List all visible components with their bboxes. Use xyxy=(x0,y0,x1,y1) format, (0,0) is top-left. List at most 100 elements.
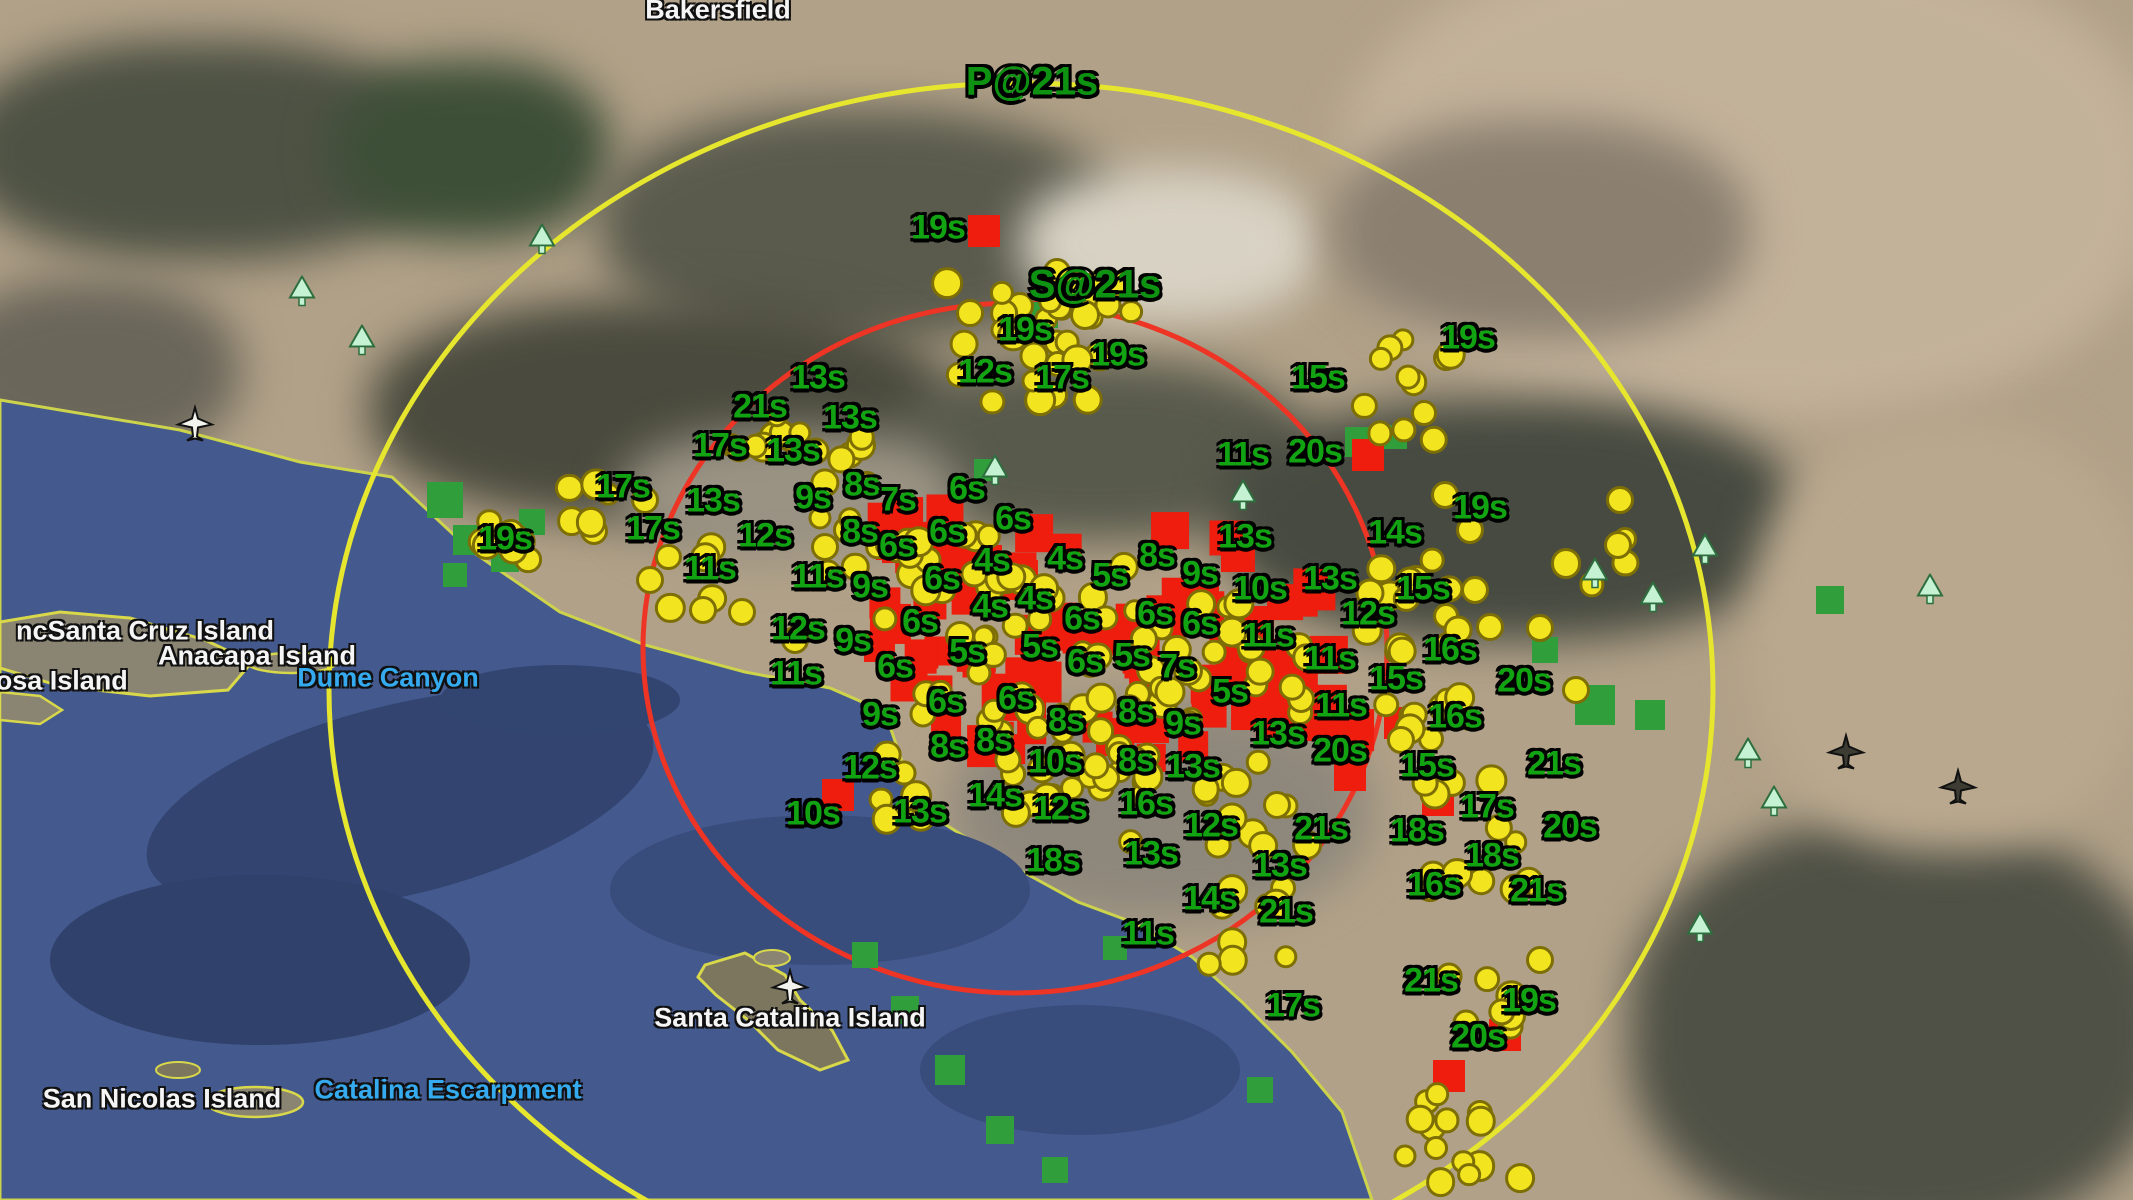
station-dot[interactable] xyxy=(902,525,935,558)
station-dot[interactable] xyxy=(811,532,840,561)
alert-station-square[interactable] xyxy=(864,632,895,663)
station-dot[interactable] xyxy=(1028,573,1059,603)
park-square[interactable] xyxy=(1247,1077,1273,1103)
station-dot[interactable] xyxy=(1085,682,1117,714)
place-label[interactable]: Bakersfield xyxy=(645,0,791,25)
station-dot[interactable] xyxy=(1246,749,1271,775)
station-dot[interactable] xyxy=(472,531,501,560)
park-square[interactable] xyxy=(852,942,878,968)
station-dot[interactable] xyxy=(1108,551,1139,583)
station-dot[interactable] xyxy=(1119,299,1143,324)
station-dot[interactable] xyxy=(1176,710,1201,735)
station-dot[interactable] xyxy=(1291,829,1322,860)
place-label[interactable]: Rosa Island xyxy=(0,665,128,696)
alert-station-square[interactable] xyxy=(1255,712,1290,747)
station-dot[interactable] xyxy=(854,471,879,496)
station-dot[interactable] xyxy=(1104,270,1133,299)
station-dot[interactable] xyxy=(1411,769,1439,797)
station-dot[interactable] xyxy=(945,361,973,388)
park-square[interactable] xyxy=(1816,586,1844,614)
park-square[interactable] xyxy=(427,482,463,518)
place-label[interactable]: Dume Canyon xyxy=(297,662,479,693)
station-dot[interactable] xyxy=(815,559,842,587)
station-dot[interactable] xyxy=(1355,578,1385,608)
station-dot[interactable] xyxy=(1475,764,1508,797)
station-dot[interactable] xyxy=(997,320,1030,352)
station-dot[interactable] xyxy=(980,641,1007,668)
alert-station-square[interactable] xyxy=(1050,533,1082,565)
station-dot[interactable] xyxy=(743,433,769,459)
station-dot[interactable] xyxy=(1172,656,1203,687)
alert-station-square[interactable] xyxy=(1178,731,1209,762)
station-dot[interactable] xyxy=(873,740,902,770)
station-dot[interactable] xyxy=(1387,636,1417,666)
station-dot[interactable] xyxy=(996,561,1027,592)
station-dot[interactable] xyxy=(989,280,1015,306)
place-label[interactable]: San Nicolas Island xyxy=(42,1083,282,1114)
station-dot[interactable] xyxy=(981,698,1007,724)
park-square[interactable] xyxy=(986,1116,1014,1144)
station-dot[interactable] xyxy=(1435,339,1466,371)
station-dot[interactable] xyxy=(1204,831,1232,859)
station-dot[interactable] xyxy=(1060,775,1085,800)
station-dot[interactable] xyxy=(1026,606,1053,633)
station-dot[interactable] xyxy=(1411,400,1437,427)
station-dot[interactable] xyxy=(1117,828,1144,855)
station-dot[interactable] xyxy=(576,507,607,538)
station-dot[interactable] xyxy=(1191,774,1220,804)
station-dot[interactable] xyxy=(1262,791,1291,820)
station-dot[interactable] xyxy=(928,679,953,704)
station-dot[interactable] xyxy=(1435,575,1464,603)
park-square[interactable] xyxy=(891,996,919,1024)
station-dot[interactable] xyxy=(1216,616,1248,648)
station-dot[interactable] xyxy=(930,267,963,299)
alert-station-square[interactable] xyxy=(1332,709,1375,752)
park-square[interactable] xyxy=(1103,936,1127,960)
station-dot[interactable] xyxy=(1061,344,1093,376)
station-dot[interactable] xyxy=(1390,417,1417,443)
station-dot[interactable] xyxy=(848,424,875,451)
station-dot[interactable] xyxy=(1484,814,1514,843)
station-dot[interactable] xyxy=(1154,676,1186,708)
station-dot[interactable] xyxy=(1115,694,1143,722)
station-dot[interactable] xyxy=(1107,741,1132,766)
place-label[interactable]: Santa Catalina Island xyxy=(654,1002,926,1033)
station-dot[interactable] xyxy=(1351,615,1383,647)
station-dot[interactable] xyxy=(994,746,1022,774)
station-dot[interactable] xyxy=(1366,553,1396,584)
station-dot[interactable] xyxy=(1083,642,1113,671)
station-dot[interactable] xyxy=(976,524,1002,549)
station-dot[interactable] xyxy=(1395,566,1424,596)
station-dot[interactable] xyxy=(1025,715,1050,740)
station-dot[interactable] xyxy=(1292,643,1320,671)
park-square[interactable] xyxy=(1042,1157,1068,1183)
alert-station-square[interactable] xyxy=(1150,511,1189,550)
station-dot[interactable] xyxy=(1245,657,1275,687)
station-dot[interactable] xyxy=(909,574,942,606)
alert-station-square[interactable] xyxy=(968,215,1000,247)
station-dot[interactable] xyxy=(827,445,856,473)
station-dot[interactable] xyxy=(1221,767,1252,798)
station-dot[interactable] xyxy=(1002,612,1029,639)
station-dot[interactable] xyxy=(496,518,525,548)
station-dot[interactable] xyxy=(900,779,933,812)
station-dot[interactable] xyxy=(1086,717,1115,746)
park-square[interactable] xyxy=(443,563,467,587)
station-dot[interactable] xyxy=(1419,425,1449,455)
station-dot[interactable] xyxy=(1072,384,1103,416)
station-dot[interactable] xyxy=(1038,289,1063,313)
station-dot[interactable] xyxy=(1443,615,1473,645)
station-dot[interactable] xyxy=(872,606,898,632)
station-dot[interactable] xyxy=(810,468,840,498)
station-dot[interactable] xyxy=(1021,369,1045,393)
station-dot[interactable] xyxy=(1027,753,1057,784)
station-dot[interactable] xyxy=(1367,420,1393,446)
station-dot[interactable] xyxy=(765,403,789,428)
alert-station-square[interactable] xyxy=(1293,568,1336,611)
station-dot[interactable] xyxy=(802,437,830,465)
station-dot[interactable] xyxy=(1092,605,1119,631)
station-dot[interactable] xyxy=(1420,547,1445,573)
station-dot[interactable] xyxy=(580,468,612,500)
station-dot[interactable] xyxy=(1395,364,1421,390)
station-dot[interactable] xyxy=(837,506,862,531)
